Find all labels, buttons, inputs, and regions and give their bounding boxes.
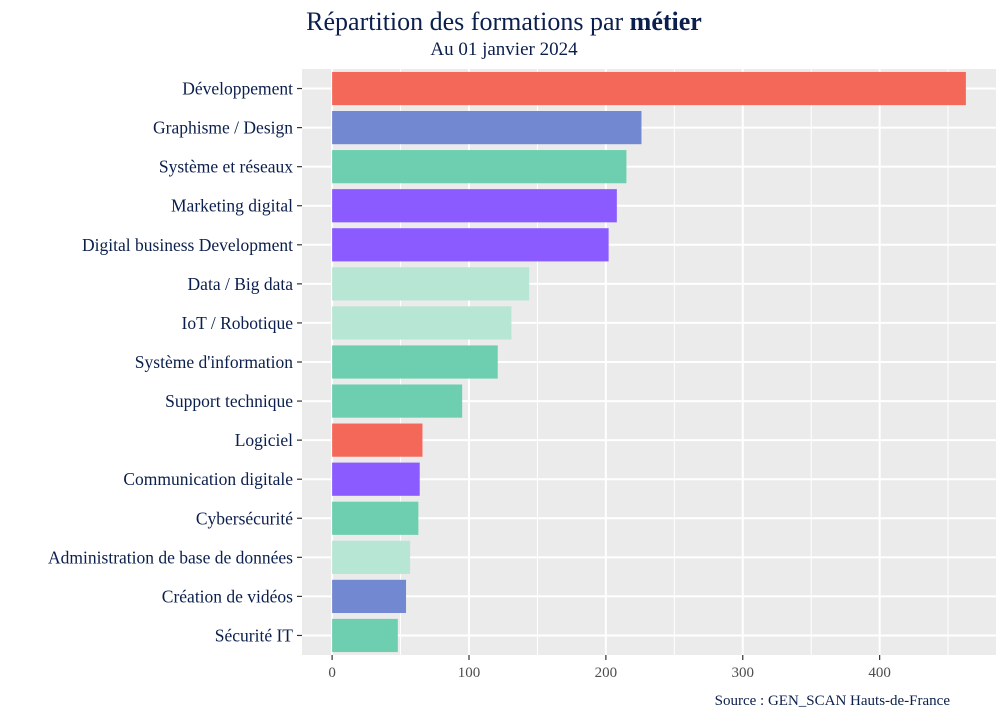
- category-label: Sécurité IT: [215, 625, 294, 645]
- bar: [332, 189, 617, 223]
- bar: [332, 345, 498, 379]
- category-label: Marketing digital: [171, 196, 293, 216]
- category-label: Logiciel: [235, 430, 293, 450]
- x-tick-label: 300: [732, 665, 755, 681]
- bar: [332, 150, 627, 184]
- category-label: Digital business Development: [82, 235, 293, 255]
- category-label: Système et réseaux: [159, 157, 293, 177]
- category-label: Cybersécurité: [196, 508, 293, 528]
- bar: [332, 228, 609, 262]
- category-label: IoT / Robotique: [182, 313, 294, 333]
- bar: [332, 384, 463, 418]
- bar: [332, 540, 411, 574]
- x-tick-label: 100: [458, 665, 481, 681]
- bar: [332, 423, 423, 457]
- bar: [332, 267, 530, 301]
- x-tick-label: 400: [868, 665, 891, 681]
- bar: [332, 71, 966, 106]
- category-label: Graphisme / Design: [153, 118, 293, 138]
- bar: [332, 618, 398, 653]
- source-caption: Source : GEN_SCAN Hauts-de-France: [715, 693, 951, 709]
- bar: [332, 306, 512, 340]
- category-labels: Développement Graphisme / Design Système e…: [48, 79, 302, 645]
- bar: [332, 579, 407, 614]
- chart-title: Répartition des formations par métier: [306, 7, 702, 36]
- category-label: Développement: [182, 79, 293, 99]
- chart-subtitle: Au 01 janvier 2024: [430, 39, 578, 60]
- x-axis: 0 100 200 300 400: [328, 655, 891, 681]
- bar: [332, 110, 642, 145]
- x-tick-label: 200: [595, 665, 618, 681]
- x-tick-label: 0: [328, 665, 336, 681]
- category-label: Support technique: [165, 391, 293, 411]
- category-label: Système d'information: [135, 352, 293, 372]
- bar: [332, 501, 419, 535]
- category-label: Création de vidéos: [162, 586, 293, 606]
- category-label: Administration de base de données: [48, 547, 293, 567]
- category-label: Data / Big data: [188, 274, 294, 294]
- bar: [332, 462, 420, 496]
- category-label: Communication digitale: [123, 469, 293, 489]
- bars: [332, 71, 966, 653]
